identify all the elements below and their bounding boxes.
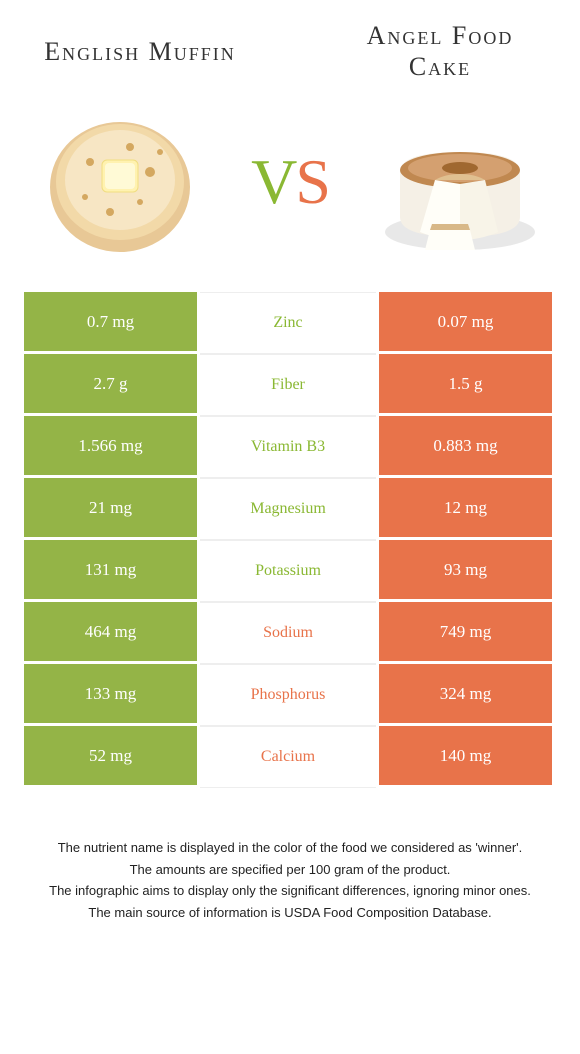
images-row: VS [0,92,580,292]
cell-right-value: 0.07 mg [376,292,552,354]
cell-left-value: 133 mg [24,664,200,726]
cell-right-value: 12 mg [376,478,552,540]
cell-left-value: 52 mg [24,726,200,788]
cell-left-value: 2.7 g [24,354,200,416]
cell-left-value: 0.7 mg [24,292,200,354]
cell-right-value: 93 mg [376,540,552,602]
cell-nutrient-label: Phosphorus [200,664,376,726]
footer-line-2: The amounts are specified per 100 gram o… [30,860,550,880]
nutrient-table: 0.7 mgZinc0.07 mg2.7 gFiber1.5 g1.566 mg… [24,292,556,788]
table-row: 131 mgPotassium93 mg [24,540,556,602]
cell-nutrient-label: Zinc [200,292,376,354]
cell-nutrient-label: Calcium [200,726,376,788]
footer-line-3: The infographic aims to display only the… [30,881,550,901]
table-row: 52 mgCalcium140 mg [24,726,556,788]
vs-v: V [251,146,295,217]
cell-right-value: 140 mg [376,726,552,788]
table-row: 133 mgPhosphorus324 mg [24,664,556,726]
vs-s: S [295,146,329,217]
cell-nutrient-label: Fiber [200,354,376,416]
cell-left-value: 1.566 mg [24,416,200,478]
table-row: 2.7 gFiber1.5 g [24,354,556,416]
right-food-title: Angel Food Cake [340,20,540,82]
cell-nutrient-label: Vitamin B3 [200,416,376,478]
cell-right-value: 0.883 mg [376,416,552,478]
muffin-icon [40,102,200,262]
footer-line-4: The main source of information is USDA F… [30,903,550,923]
vs-label: VS [251,145,329,219]
header: English Muffin Angel Food Cake [0,0,580,92]
muffin-image [40,102,200,262]
cell-left-value: 131 mg [24,540,200,602]
table-row: 464 mgSodium749 mg [24,602,556,664]
cell-nutrient-label: Sodium [200,602,376,664]
table-row: 21 mgMagnesium12 mg [24,478,556,540]
cake-image [380,102,540,262]
cell-right-value: 1.5 g [376,354,552,416]
cell-left-value: 21 mg [24,478,200,540]
cell-left-value: 464 mg [24,602,200,664]
cell-nutrient-label: Potassium [200,540,376,602]
footer-line-1: The nutrient name is displayed in the co… [30,838,550,858]
table-row: 0.7 mgZinc0.07 mg [24,292,556,354]
footer-notes: The nutrient name is displayed in the co… [0,788,580,944]
cell-nutrient-label: Magnesium [200,478,376,540]
cell-right-value: 324 mg [376,664,552,726]
left-food-title: English Muffin [40,36,240,67]
cake-icon [380,102,540,262]
table-row: 1.566 mgVitamin B30.883 mg [24,416,556,478]
cell-right-value: 749 mg [376,602,552,664]
